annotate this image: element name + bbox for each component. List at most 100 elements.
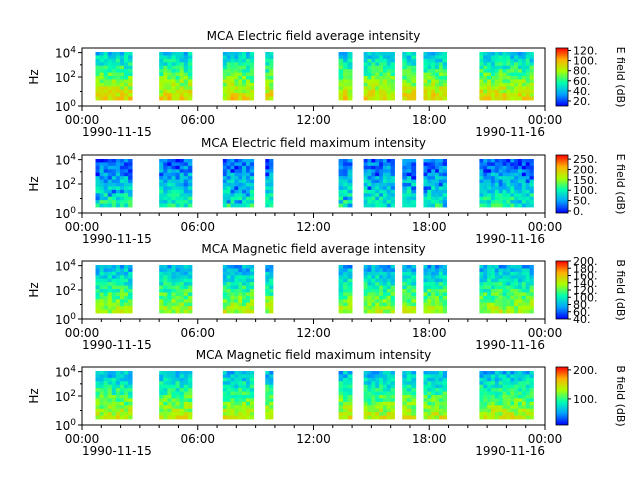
spectrogram-cell bbox=[442, 55, 448, 60]
spectrogram-cell bbox=[230, 96, 235, 101]
spectrogram-cell bbox=[222, 391, 228, 396]
spectrogram-cell bbox=[371, 268, 376, 273]
spectrogram-cell bbox=[115, 89, 121, 94]
spectrogram-cell bbox=[423, 169, 428, 174]
spectrogram-cell bbox=[510, 391, 515, 396]
spectrogram-cell bbox=[502, 405, 507, 410]
spectrogram-cell bbox=[171, 278, 176, 283]
spectrogram-cell bbox=[431, 371, 436, 375]
spectrogram-cell bbox=[238, 412, 243, 416]
spectrogram-cell bbox=[128, 271, 133, 276]
spectrogram-cell bbox=[435, 271, 440, 276]
spectrogram-cell bbox=[479, 72, 484, 77]
plot-frame bbox=[81, 260, 546, 320]
spectrogram-cell bbox=[435, 384, 440, 389]
spectrogram-cell bbox=[115, 169, 121, 174]
spectrogram-cell bbox=[386, 415, 392, 420]
spectrogram-cell bbox=[163, 282, 168, 286]
spectrogram-cell bbox=[427, 179, 432, 184]
spectrogram-cell bbox=[338, 391, 344, 396]
spectrogram-cell bbox=[510, 388, 515, 392]
spectrogram-cell bbox=[367, 302, 372, 307]
spectrogram-cell bbox=[347, 183, 353, 187]
spectrogram-cell bbox=[406, 292, 412, 297]
spectrogram-cell bbox=[95, 172, 100, 177]
spectrogram-cell bbox=[479, 384, 484, 389]
spectrogram-cell bbox=[234, 203, 239, 208]
spectrogram-cell bbox=[159, 309, 164, 314]
spectrogram-cell bbox=[234, 302, 239, 307]
spectrogram-cell bbox=[107, 309, 113, 314]
spectrogram-cell bbox=[99, 302, 105, 307]
spectrogram-cell bbox=[234, 398, 239, 403]
spectrogram-cell bbox=[367, 96, 372, 101]
spectrogram-cell bbox=[442, 86, 448, 91]
spectrogram-cell bbox=[265, 282, 270, 286]
spectrogram-cell bbox=[128, 388, 133, 392]
plot-frame bbox=[81, 154, 546, 214]
spectrogram-cell bbox=[119, 398, 125, 403]
spectrogram-cell bbox=[517, 165, 523, 170]
spectrogram-cell bbox=[367, 62, 372, 67]
spectrogram-cell bbox=[506, 278, 511, 283]
spectrogram-cell bbox=[230, 169, 235, 174]
spectrogram-cell bbox=[525, 76, 530, 80]
spectrogram-cell bbox=[124, 275, 129, 280]
spectrogram-cell bbox=[99, 65, 105, 70]
spectrogram-cell bbox=[163, 398, 168, 403]
spectrogram-cell bbox=[128, 282, 133, 286]
spectrogram-cell bbox=[159, 412, 164, 416]
spectrogram-cell bbox=[159, 265, 164, 269]
spectrogram-cell bbox=[525, 72, 530, 77]
spectrogram-cell bbox=[230, 172, 235, 177]
spectrogram-cell bbox=[514, 89, 519, 94]
spectrogram-cell bbox=[435, 302, 440, 307]
spectrogram-cell bbox=[517, 96, 523, 101]
spectrogram-cell bbox=[442, 285, 448, 290]
spectrogram-cell bbox=[222, 55, 228, 60]
spectrogram-cell bbox=[379, 408, 384, 413]
spectrogram-cell bbox=[222, 89, 228, 94]
spectrogram-cell bbox=[498, 203, 503, 208]
x-tick-label: 00:00 bbox=[65, 326, 100, 340]
spectrogram-cell bbox=[103, 412, 109, 416]
spectrogram-cell bbox=[230, 395, 235, 399]
spectrogram-cell bbox=[95, 69, 100, 73]
spectrogram-cell bbox=[490, 289, 496, 293]
spectrogram-cell bbox=[386, 65, 392, 70]
spectrogram-cell bbox=[525, 69, 530, 73]
spectrogram-cell bbox=[375, 285, 380, 290]
spectrogram-cell bbox=[510, 165, 515, 170]
spectrogram-cell bbox=[371, 275, 376, 280]
spectrogram-cell bbox=[390, 203, 395, 208]
spectrogram-cell bbox=[379, 159, 384, 163]
spectrogram-cell bbox=[379, 371, 384, 375]
spectrogram-cell bbox=[435, 289, 440, 293]
spectrogram-cell bbox=[338, 200, 344, 204]
spectrogram-cell bbox=[363, 165, 368, 170]
spectrogram-cell bbox=[529, 193, 534, 198]
spectrogram-cell bbox=[402, 86, 408, 91]
spectrogram-cell bbox=[159, 292, 164, 297]
spectrogram-cell bbox=[230, 65, 235, 70]
spectrogram-cell bbox=[163, 412, 168, 416]
spectrogram-cell bbox=[411, 398, 417, 403]
spectrogram-cell bbox=[442, 159, 448, 163]
spectrogram-cell bbox=[479, 391, 484, 396]
spectrogram-cell bbox=[171, 203, 176, 208]
spectrogram-cell bbox=[375, 172, 380, 177]
spectrogram-cell bbox=[479, 165, 484, 170]
spectrogram-cell bbox=[517, 395, 523, 399]
spectrogram-cell bbox=[431, 165, 436, 170]
spectrogram-cell bbox=[521, 82, 527, 87]
spectrogram-cell bbox=[175, 189, 181, 194]
spectrogram-cell bbox=[222, 196, 228, 201]
spectrogram-cell bbox=[386, 169, 392, 174]
spectrogram-cell bbox=[159, 93, 164, 97]
spectrogram-cell bbox=[390, 58, 395, 63]
spectrogram-cell bbox=[99, 55, 105, 60]
spectrogram-cell bbox=[371, 388, 376, 392]
spectrogram-cell bbox=[502, 169, 507, 174]
spectrogram-cell bbox=[175, 176, 181, 180]
spectrogram-cell bbox=[506, 381, 511, 386]
